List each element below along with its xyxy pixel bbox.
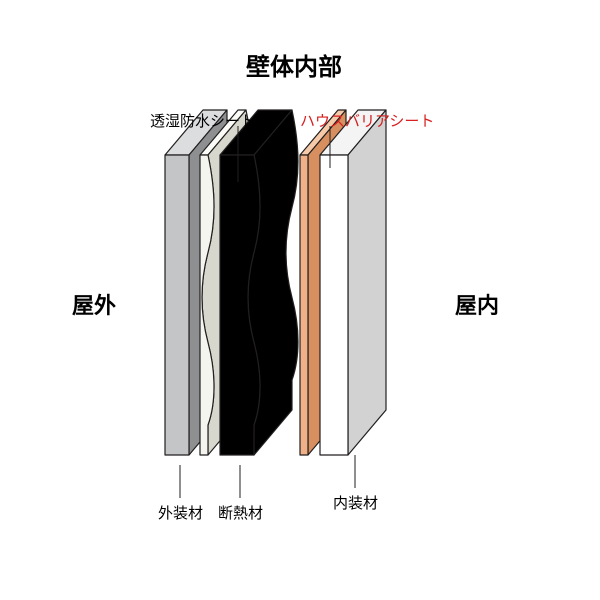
label-sheet-top: 透湿防水シート	[150, 110, 255, 131]
label-insulation: 断熱材	[218, 502, 263, 523]
label-outdoor: 屋外	[72, 288, 116, 320]
label-barrier: ハウスバリアシート	[300, 110, 434, 131]
wall-diagram: 壁体内部 屋外 屋内 透湿防水シート ハウスバリアシート 外装材 断熱材 内装材	[0, 0, 600, 600]
label-interior: 内装材	[333, 492, 378, 513]
diagram-title: 壁体内部	[246, 47, 342, 82]
label-indoor: 屋内	[455, 288, 499, 320]
label-exterior: 外装材	[158, 502, 203, 523]
